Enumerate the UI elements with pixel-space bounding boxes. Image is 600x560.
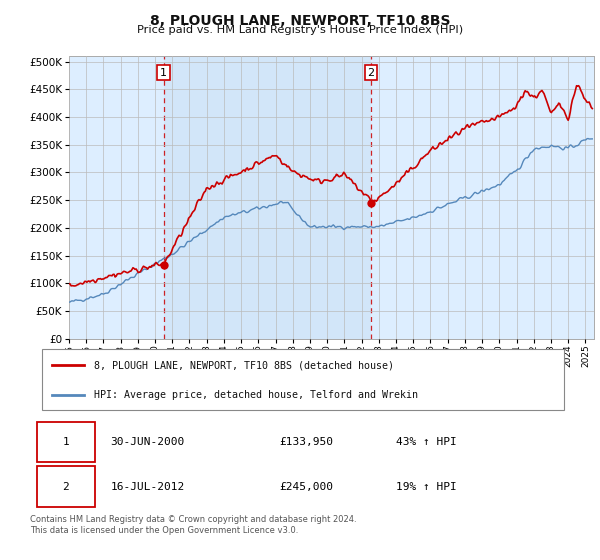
Text: 30-JUN-2000: 30-JUN-2000 (110, 437, 185, 447)
FancyBboxPatch shape (42, 349, 564, 410)
Text: HPI: Average price, detached house, Telford and Wrekin: HPI: Average price, detached house, Telf… (94, 390, 418, 400)
Text: 16-JUL-2012: 16-JUL-2012 (110, 482, 185, 492)
Text: 19% ↑ HPI: 19% ↑ HPI (396, 482, 457, 492)
Text: 8, PLOUGH LANE, NEWPORT, TF10 8BS (detached house): 8, PLOUGH LANE, NEWPORT, TF10 8BS (detac… (94, 360, 394, 370)
Text: 8, PLOUGH LANE, NEWPORT, TF10 8BS: 8, PLOUGH LANE, NEWPORT, TF10 8BS (150, 14, 450, 28)
FancyBboxPatch shape (37, 466, 95, 507)
Text: 2: 2 (367, 68, 374, 78)
Text: 1: 1 (160, 68, 167, 78)
Text: Price paid vs. HM Land Registry's House Price Index (HPI): Price paid vs. HM Land Registry's House … (137, 25, 463, 35)
Text: 43% ↑ HPI: 43% ↑ HPI (396, 437, 457, 447)
Bar (164, 56, 371, 339)
Text: 1: 1 (62, 437, 69, 447)
Text: £245,000: £245,000 (280, 482, 334, 492)
Text: Contains HM Land Registry data © Crown copyright and database right 2024.
This d: Contains HM Land Registry data © Crown c… (30, 515, 356, 535)
Text: 2: 2 (62, 482, 69, 492)
FancyBboxPatch shape (37, 422, 95, 462)
Text: £133,950: £133,950 (280, 437, 334, 447)
